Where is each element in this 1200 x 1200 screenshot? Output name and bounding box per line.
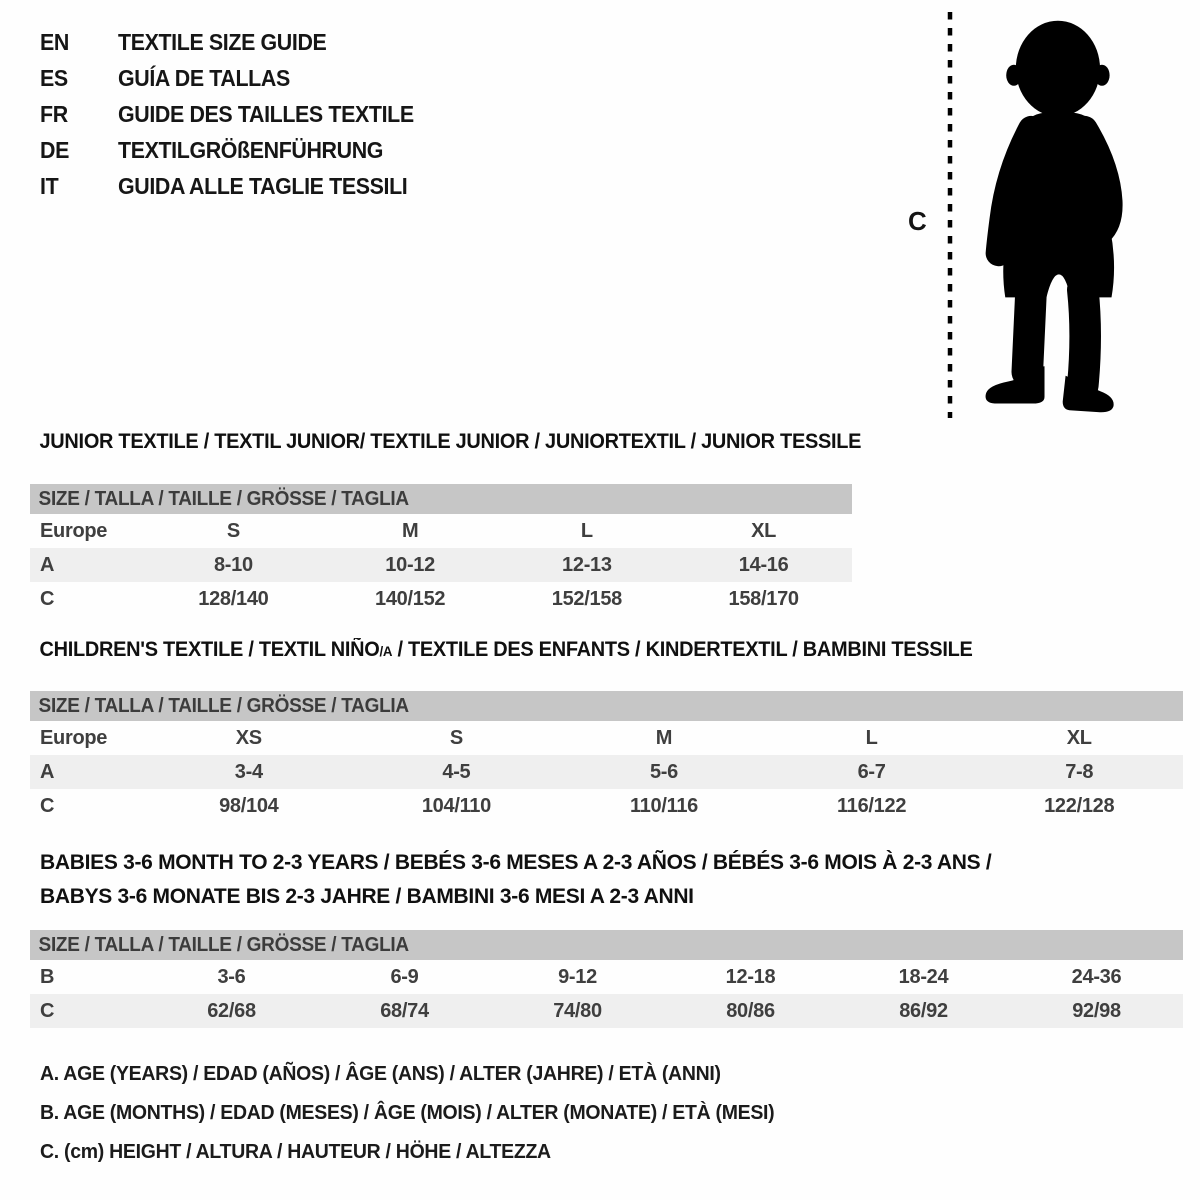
size-cell: 10-12 (385, 553, 435, 576)
row-label: C (40, 587, 55, 610)
section-babies: BABIES 3-6 MONTH TO 2-3 YEARS / BEBÉS 3-… (30, 846, 1183, 1028)
size-cell: 68/74 (380, 999, 429, 1022)
size-cell: 104/110 (421, 794, 491, 817)
language-code: FR (40, 100, 68, 127)
legend-line-a: A. AGE (YEARS) / EDAD (AÑOS) / ÂGE (ANS)… (40, 1062, 721, 1085)
language-title-list: EN TEXTILE SIZE GUIDE ES GUÍA DE TALLAS … (40, 24, 436, 204)
size-cell: 158/170 (728, 587, 800, 610)
size-cell: S (449, 726, 463, 749)
height-measure-label: C (908, 206, 927, 236)
section-title: BABIES 3-6 MONTH TO 2-3 YEARS / BEBÉS 3-… (30, 846, 1183, 914)
size-cell: 4-5 (442, 760, 471, 783)
size-header-label: SIZE / TALLA / TAILLE / GRÖSSE / TAGLIA (38, 488, 410, 510)
row-label: A (40, 553, 55, 576)
size-cell: 116/122 (837, 794, 907, 817)
size-cell: 6-7 (857, 760, 886, 783)
legend-line-c: C. (cm) HEIGHT / ALTURA / HAUTEUR / HÖHE… (40, 1140, 551, 1163)
table-row-height: C 98/104 104/110 110/116 116/122 122/128 (30, 789, 1183, 823)
table-row-europe: Europe XS S M L XL (30, 721, 1183, 755)
size-cell: M (655, 726, 673, 749)
table-row-height: C 128/140 140/152 152/158 158/170 (30, 582, 852, 616)
language-code: IT (40, 172, 59, 199)
language-row-es: ES GUÍA DE TALLAS (40, 60, 436, 96)
table-row-age: A 8-10 10-12 12-13 14-16 (30, 548, 852, 582)
row-label: C (40, 794, 55, 817)
row-label: B (40, 965, 55, 988)
row-label: A (40, 760, 55, 783)
size-cell: 152/158 (551, 587, 623, 610)
size-cell: 86/92 (899, 999, 948, 1022)
size-cell: 9-12 (558, 965, 597, 988)
section-title-part: / TEXTILE DES ENFANTS / KINDERTEXTIL / B… (392, 638, 973, 661)
language-code: ES (40, 64, 68, 91)
row-label: Europe (40, 519, 108, 542)
measurement-legend: A. AGE (YEARS) / EDAD (AÑOS) / ÂGE (ANS)… (40, 1062, 813, 1179)
size-cell: L (580, 519, 593, 542)
row-label: Europe (40, 726, 108, 749)
size-cell: L (865, 726, 878, 749)
language-title: TEXTILE SIZE GUIDE (118, 28, 327, 55)
size-cell: 12-13 (562, 553, 612, 576)
language-row-fr: FR GUIDE DES TAILLES TEXTILE (40, 96, 436, 132)
size-cell: 12-18 (725, 965, 776, 988)
size-cell: S (226, 519, 240, 542)
size-cell: 3-4 (234, 760, 263, 783)
size-cell: 14-16 (738, 553, 789, 576)
size-cell: 98/104 (219, 794, 279, 817)
section-title: CHILDREN'S TEXTILE / TEXTIL NIÑO/A / TEX… (30, 638, 1125, 663)
size-cell: XS (235, 726, 262, 749)
table-row-age: A 3-4 4-5 5-6 6-7 7-8 (30, 755, 1183, 789)
size-cell: 62/68 (207, 999, 256, 1022)
size-cell: 128/140 (198, 587, 269, 610)
table-row-months: B 3-6 6-9 9-12 12-18 18-24 24-36 (30, 960, 1183, 994)
section-title-part: CHILDREN'S TEXTILE / TEXTIL NIÑO (39, 638, 380, 661)
language-row-it: IT GUIDA ALLE TAGLIE TESSILI (40, 168, 436, 204)
language-title: TEXTILGRÖßENFÜHRUNG (118, 136, 384, 163)
size-cell: XL (751, 519, 777, 542)
language-row-de: DE TEXTILGRÖßENFÜHRUNG (40, 132, 436, 168)
language-title: GUIDE DES TAILLES TEXTILE (118, 100, 414, 127)
legend-line-b: B. AGE (MONTHS) / EDAD (MESES) / ÂGE (MO… (40, 1101, 775, 1124)
language-title: GUIDA ALLE TAGLIE TESSILI (118, 172, 408, 199)
size-cell: 80/86 (726, 999, 775, 1022)
size-cell: 7-8 (1065, 760, 1094, 783)
table-row-europe: Europe S M L XL (30, 514, 852, 548)
section-childrens-textile: CHILDREN'S TEXTILE / TEXTIL NIÑO/A / TEX… (30, 638, 1183, 823)
language-row-en: EN TEXTILE SIZE GUIDE (40, 24, 436, 60)
toddler-silhouette-icon (985, 20, 1123, 413)
size-cell: 24-36 (1071, 965, 1122, 988)
table-row-height: C 62/68 68/74 74/80 80/86 86/92 92/98 (30, 994, 1183, 1028)
height-dashed-line (947, 12, 953, 418)
size-cell: 110/116 (629, 794, 698, 817)
size-cell: 3-6 (217, 965, 246, 988)
size-header-bar: SIZE / TALLA / TAILLE / GRÖSSE / TAGLIA (30, 930, 1183, 960)
section-junior-textile: JUNIOR TEXTILE / TEXTIL JUNIOR/ TEXTILE … (30, 430, 862, 616)
section-title-subscript: /A (379, 643, 393, 659)
size-cell: 8-10 (213, 553, 253, 576)
size-cell: 122/128 (1044, 794, 1115, 817)
section-title-line1: BABIES 3-6 MONTH TO 2-3 YEARS / BEBÉS 3-… (40, 851, 992, 874)
size-cell: 74/80 (553, 999, 602, 1022)
row-label: C (40, 999, 55, 1022)
language-title: GUÍA DE TALLAS (118, 64, 290, 91)
language-code: EN (40, 28, 69, 55)
size-cell: M (401, 519, 419, 542)
size-header-bar: SIZE / TALLA / TAILLE / GRÖSSE / TAGLIA (30, 691, 1183, 721)
section-title-line2: BABYS 3-6 MONATE BIS 2-3 JAHRE / BAMBINI… (40, 885, 694, 908)
size-cell: 92/98 (1072, 999, 1121, 1022)
size-header-label: SIZE / TALLA / TAILLE / GRÖSSE / TAGLIA (38, 934, 410, 956)
size-cell: 6-9 (390, 965, 419, 988)
size-cell: 18-24 (898, 965, 949, 988)
size-cell: 140/152 (375, 587, 446, 610)
language-code: DE (40, 136, 69, 163)
size-header-bar: SIZE / TALLA / TAILLE / GRÖSSE / TAGLIA (30, 484, 852, 514)
size-cell: XL (1066, 726, 1092, 749)
section-title: JUNIOR TEXTILE / TEXTIL JUNIOR/ TEXTILE … (39, 430, 862, 453)
height-figure: C (880, 8, 1180, 420)
size-header-label: SIZE / TALLA / TAILLE / GRÖSSE / TAGLIA (38, 695, 410, 717)
size-cell: 5-6 (649, 760, 678, 783)
